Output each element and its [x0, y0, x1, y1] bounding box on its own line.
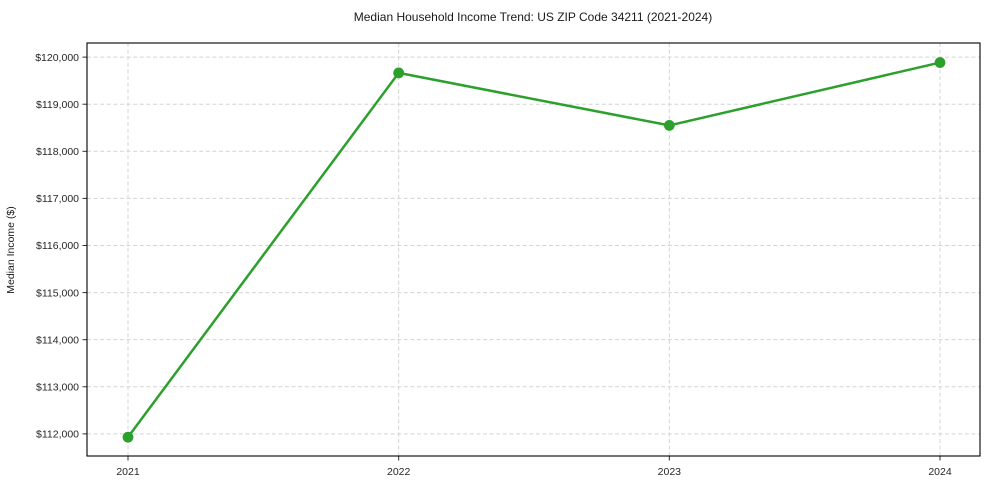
- x-tick-label: 2022: [387, 466, 411, 478]
- y-tick-label: $120,000: [35, 52, 79, 64]
- data-point-marker: [122, 431, 134, 443]
- y-axis-label: Median Income ($): [5, 206, 17, 294]
- y-tick-label: $117,000: [36, 193, 79, 205]
- chart-layer: $112,000 $113,000 $114,000 $115,000 $116,000…: [35, 42, 981, 478]
- x-tick-label: 2021: [116, 466, 140, 478]
- data-point-marker: [663, 120, 675, 131]
- y-tick-label: $113,000: [36, 381, 79, 393]
- y-tick-label: $116,000: [36, 240, 79, 252]
- y-tick-label: $114,000: [36, 334, 79, 346]
- y-tick-label: $115,000: [36, 287, 79, 299]
- data-point-marker: [934, 57, 946, 68]
- axes-frame: [86, 42, 981, 457]
- y-tick-label: $119,000: [36, 99, 79, 111]
- x-tick-label: 2024: [928, 466, 952, 478]
- y-tick-label: $112,000: [36, 429, 79, 441]
- y-tick-label: $118,000: [36, 146, 79, 158]
- x-tick-label: 2023: [658, 466, 682, 478]
- trend-line: [126, 61, 942, 439]
- chart-title: Median Household Income Trend: US ZIP Co…: [354, 10, 712, 24]
- data-point-marker: [393, 67, 405, 79]
